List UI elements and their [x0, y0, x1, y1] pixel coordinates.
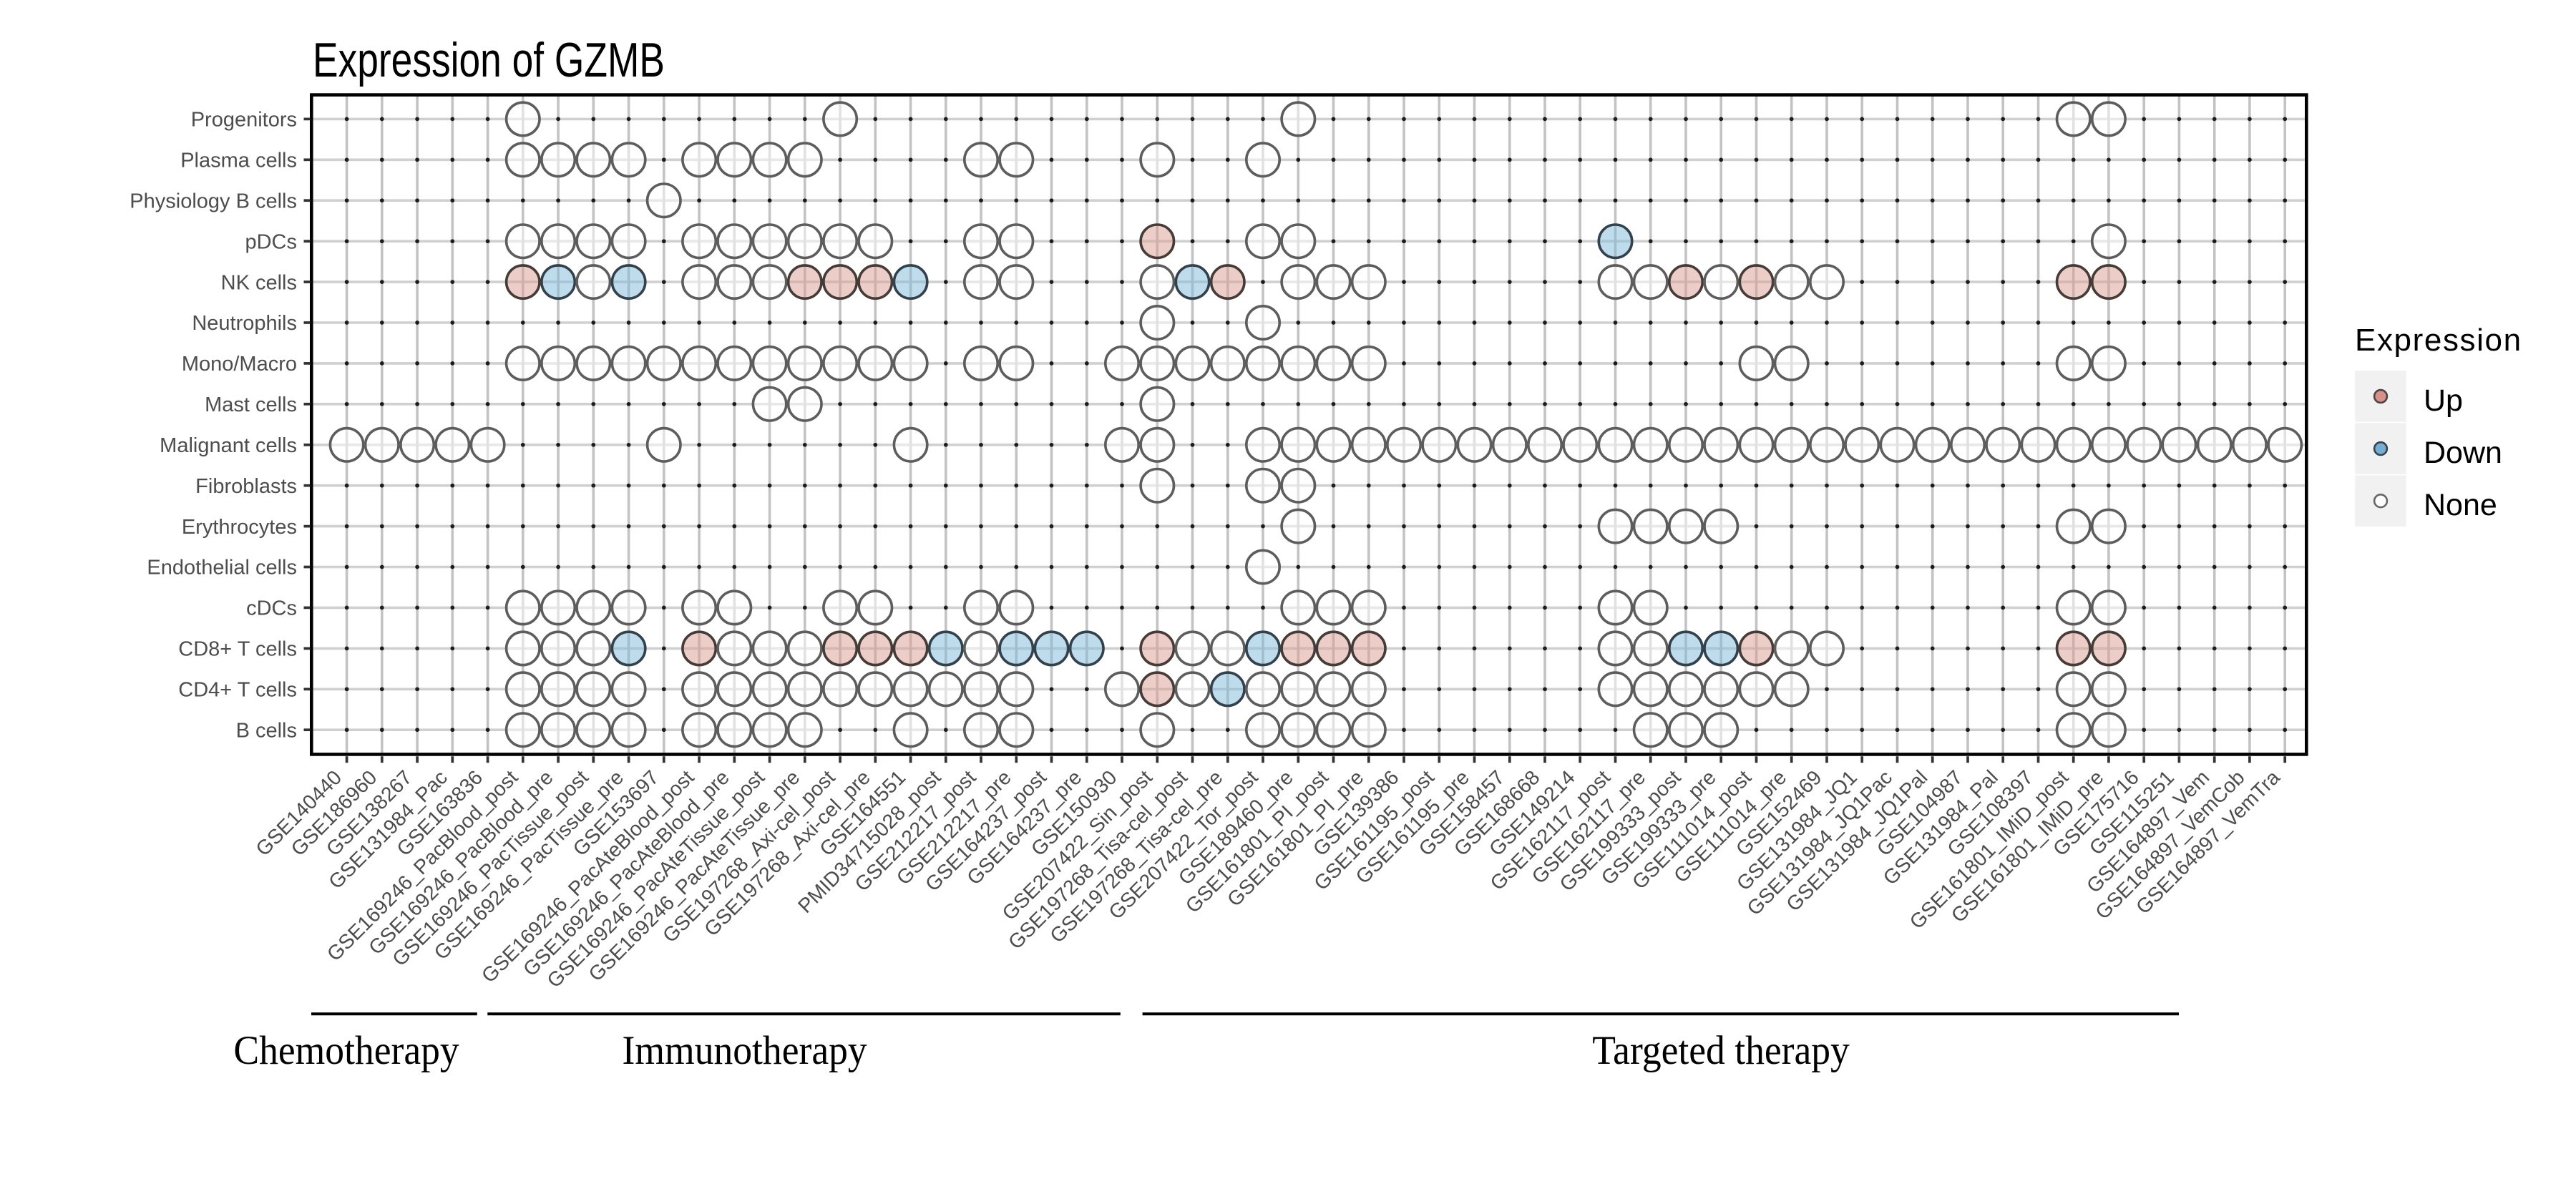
svg-text:B cells: B cells	[236, 719, 297, 742]
svg-text:Malignant cells: Malignant cells	[160, 434, 297, 457]
svg-text:Fibroblasts: Fibroblasts	[195, 475, 297, 498]
svg-text:cDCs: cDCs	[246, 597, 297, 620]
svg-text:Down: Down	[2424, 436, 2502, 470]
svg-text:Targeted therapy: Targeted therapy	[1592, 1028, 1850, 1073]
svg-text:Expression of GZMB: Expression of GZMB	[313, 33, 665, 87]
svg-text:Mono/Macro: Mono/Macro	[182, 353, 297, 376]
svg-text:CD8+ T cells: CD8+ T cells	[178, 638, 297, 661]
svg-text:NK cells: NK cells	[221, 271, 297, 294]
svg-text:None: None	[2424, 488, 2497, 522]
svg-text:Progenitors: Progenitors	[191, 109, 297, 132]
svg-text:Endothelial cells: Endothelial cells	[147, 557, 297, 579]
svg-text:Neutrophils: Neutrophils	[192, 312, 297, 335]
svg-text:Physiology B cells: Physiology B cells	[130, 190, 297, 212]
svg-text:CD4+ T cells: CD4+ T cells	[178, 679, 297, 702]
svg-text:Immunotherapy: Immunotherapy	[623, 1028, 867, 1073]
svg-text:Chemotherapy: Chemotherapy	[233, 1028, 459, 1073]
svg-text:pDCs: pDCs	[245, 230, 297, 253]
svg-text:Up: Up	[2424, 383, 2463, 418]
svg-text:Expression: Expression	[2355, 323, 2522, 358]
svg-text:Plasma cells: Plasma cells	[180, 150, 297, 172]
svg-text:Erythrocytes: Erythrocytes	[182, 516, 297, 539]
svg-text:Mast cells: Mast cells	[205, 393, 297, 416]
